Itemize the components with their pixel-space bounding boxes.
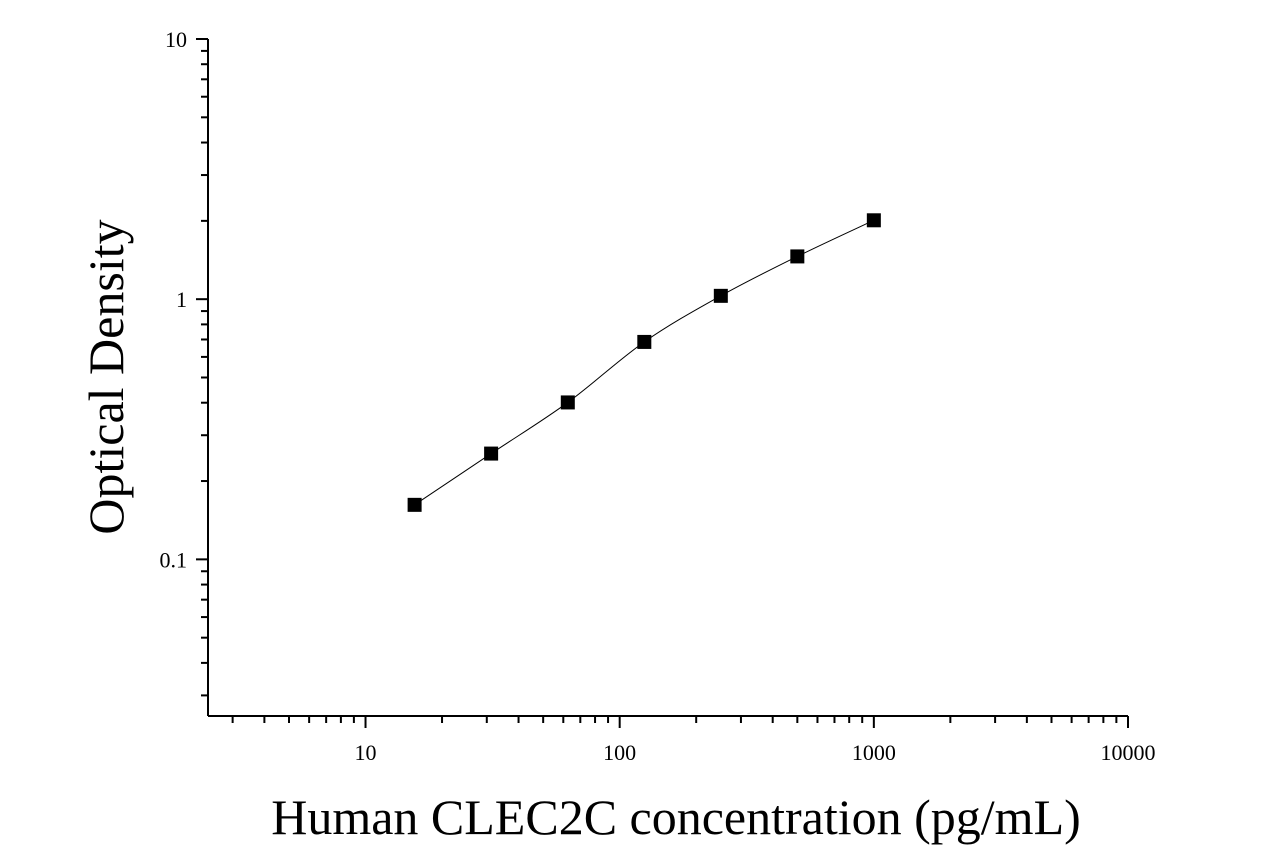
axes: [207, 39, 1128, 717]
y-ticks: 0.1 1 10: [160, 27, 208, 697]
x-tick-label: 100: [603, 740, 636, 765]
data-points: [407, 213, 881, 512]
x-tick-label: 10: [355, 740, 377, 765]
data-point: [637, 334, 652, 349]
x-ticks: 10 100 1000 10000: [231, 716, 1156, 765]
data-point: [484, 446, 499, 461]
x-axis-title: Human CLEC2C concentration (pg/mL): [271, 789, 1081, 845]
y-tick-label: 1: [176, 287, 187, 312]
data-point: [560, 395, 575, 410]
fit-curve: [414, 219, 875, 506]
data-point: [407, 497, 422, 512]
y-tick-label: 0.1: [160, 547, 188, 572]
data-point: [790, 249, 805, 264]
x-tick-label: 10000: [1101, 740, 1156, 765]
data-point: [713, 288, 728, 303]
data-point: [866, 213, 881, 228]
y-tick-label: 10: [165, 27, 187, 52]
y-axis-title: Optical Density: [78, 219, 134, 534]
x-tick-label: 1000: [852, 740, 896, 765]
